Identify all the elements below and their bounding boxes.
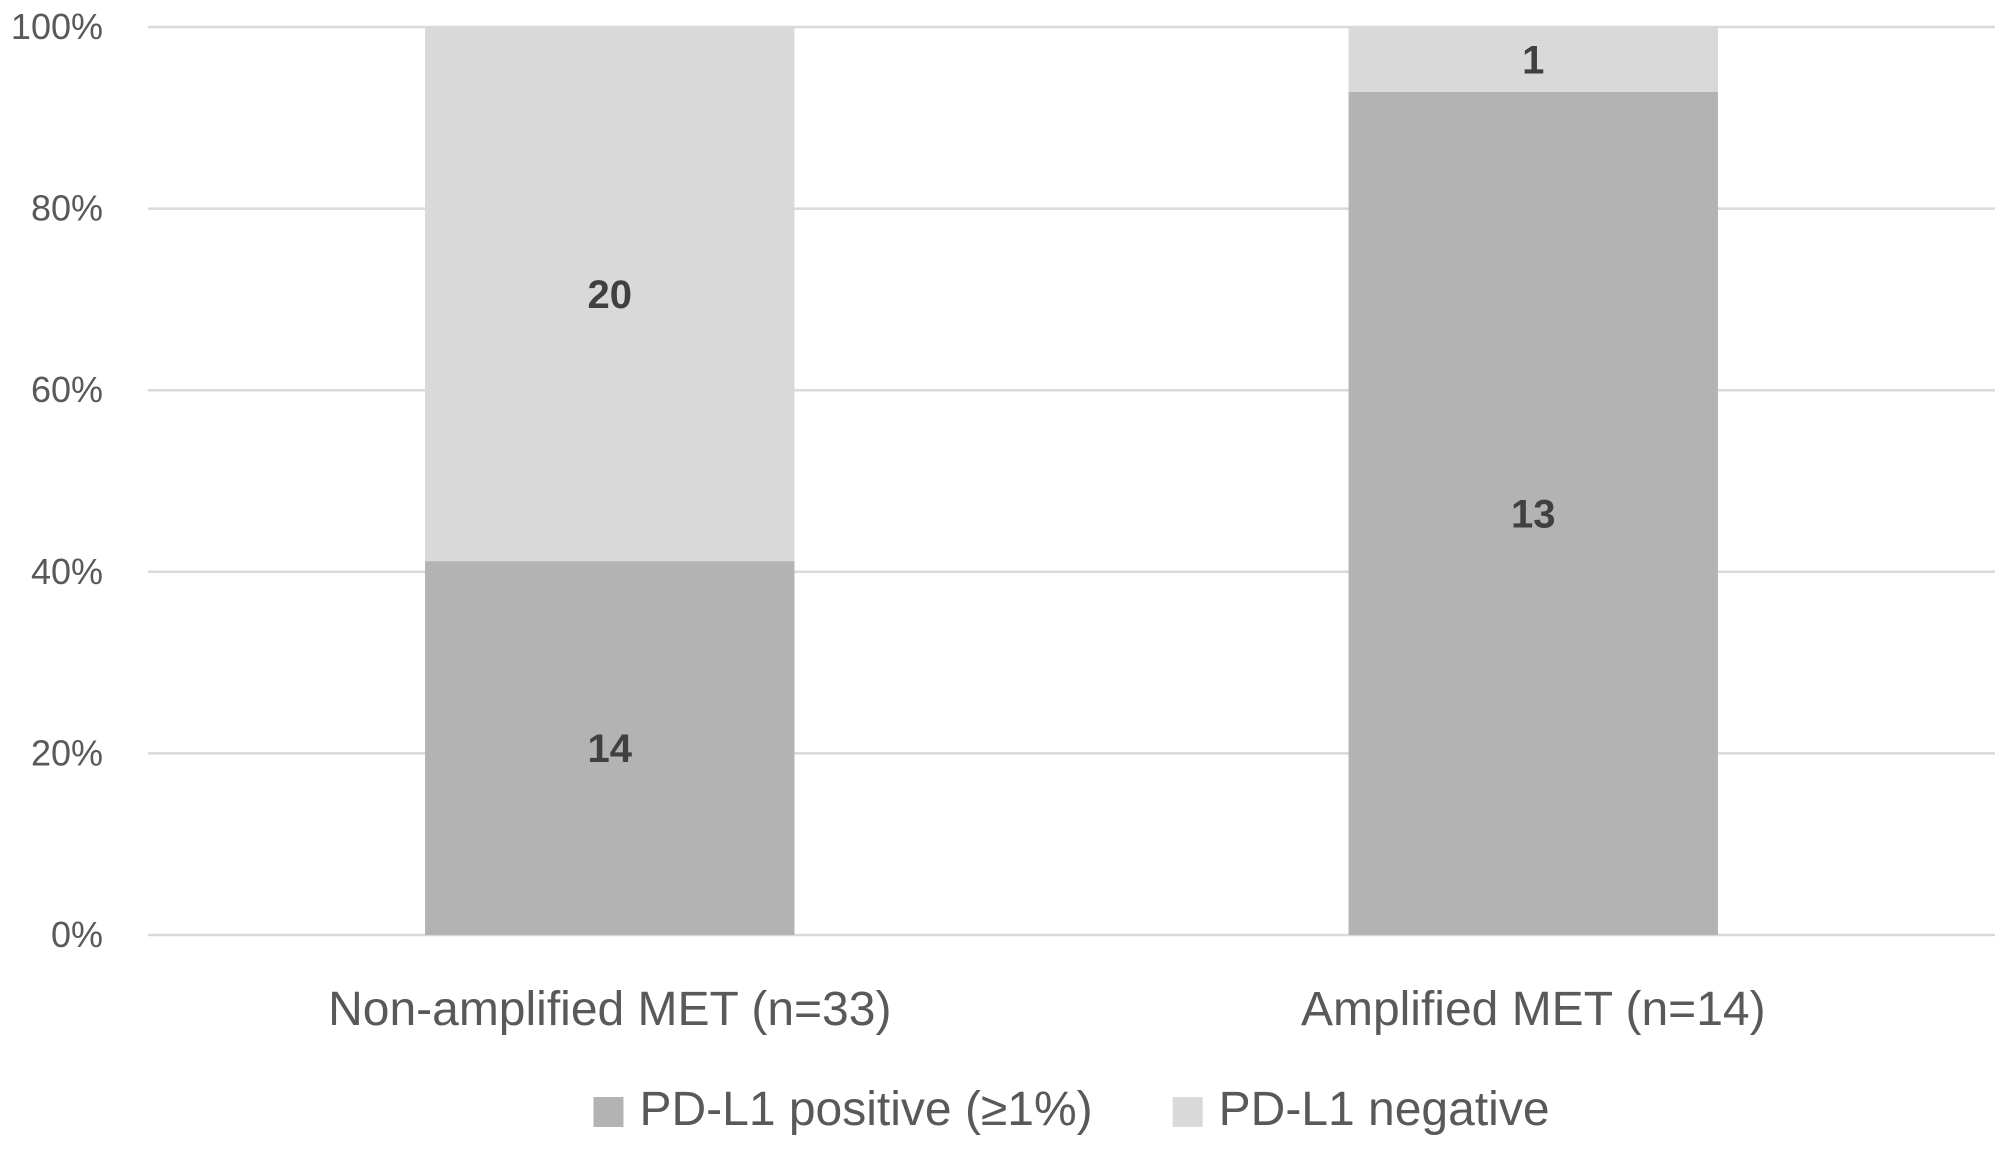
bar-segment [1348, 27, 1718, 92]
data-label: 13 [1511, 492, 1556, 536]
legend-item: PD-L1 positive (≥1%) [593, 1083, 1093, 1136]
bar-segment [425, 561, 795, 935]
y-tick-label: 60% [31, 369, 103, 410]
data-label: 14 [588, 727, 633, 771]
y-tick-label: 80% [31, 188, 103, 229]
bar-segment [425, 27, 795, 562]
category-label: Amplified MET (n=14) [1301, 983, 1766, 1036]
category-labels: Non-amplified MET (n=33) Amplified MET (n… [328, 983, 1765, 1036]
legend: PD-L1 positive (≥1%) PD-L1 negative [593, 1083, 1550, 1136]
y-tick-label: 20% [31, 732, 103, 773]
bars [425, 27, 1718, 936]
legend-label: PD-L1 negative [1219, 1083, 1550, 1136]
legend-swatch [593, 1097, 624, 1127]
legend-label: PD-L1 positive (≥1%) [639, 1083, 1092, 1136]
legend-swatch [1172, 1097, 1203, 1127]
y-tick-label: 0% [51, 914, 103, 955]
y-tick-label: 100% [11, 6, 103, 47]
bar-segment [1348, 91, 1718, 936]
data-labels: 14 20 13 1 [588, 38, 1556, 771]
y-tick-label: 40% [31, 551, 103, 592]
legend-item: PD-L1 negative [1172, 1083, 1550, 1136]
category-label: Non-amplified MET (n=33) [328, 983, 891, 1036]
data-label: 20 [588, 273, 633, 317]
y-axis-tick-labels: 0% 20% 40% 60% 80% 100% [11, 6, 103, 955]
data-label: 1 [1522, 38, 1544, 82]
